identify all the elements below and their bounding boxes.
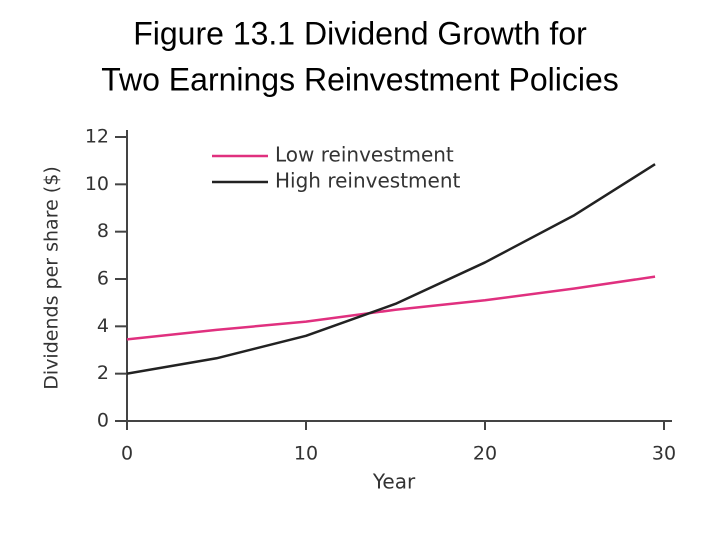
y-tick-label: 10	[85, 173, 109, 195]
x-axis-label: Year	[372, 470, 416, 494]
y-tick-label: 2	[97, 362, 109, 384]
data-line	[126, 275, 656, 341]
y-tick-label: 0	[97, 410, 109, 432]
x-tick-label: 30	[652, 443, 676, 465]
legend-label: Low reinvestment	[275, 143, 454, 167]
legend-label: High reinvestment	[275, 169, 461, 193]
y-tick-label: 12	[85, 126, 109, 148]
chart-title: Figure 13.1 Dividend Growth for	[133, 15, 587, 51]
x-tick-label: 10	[294, 443, 318, 465]
y-axis-label: Dividends per share ($)	[41, 166, 63, 389]
y-tick-label: 4	[97, 315, 109, 337]
x-tick-label: 20	[473, 443, 497, 465]
data-line	[126, 163, 656, 375]
y-tick-label: 6	[97, 268, 109, 290]
x-tick-label: 0	[121, 443, 133, 465]
chart-title: Two Earnings Reinvestment Policies	[101, 61, 619, 97]
y-tick-label: 8	[97, 220, 109, 242]
